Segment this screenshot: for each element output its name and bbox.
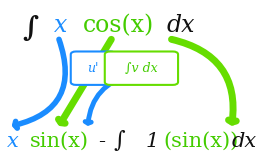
FancyBboxPatch shape	[105, 51, 178, 85]
Text: ∫v dx: ∫v dx	[125, 62, 158, 75]
Text: (sin(x)): (sin(x))	[164, 132, 239, 151]
Text: -: -	[98, 132, 105, 151]
Text: ∫: ∫	[22, 15, 38, 42]
Text: dx: dx	[232, 132, 257, 151]
Text: ∫: ∫	[114, 130, 126, 152]
Text: cos(x): cos(x)	[82, 14, 154, 37]
Text: dx: dx	[166, 14, 195, 37]
Text: sin(x): sin(x)	[30, 132, 89, 151]
Text: 1: 1	[145, 132, 158, 151]
Text: x: x	[54, 14, 67, 37]
FancyBboxPatch shape	[71, 51, 115, 85]
Text: x: x	[7, 132, 18, 151]
Text: u': u'	[87, 62, 99, 75]
